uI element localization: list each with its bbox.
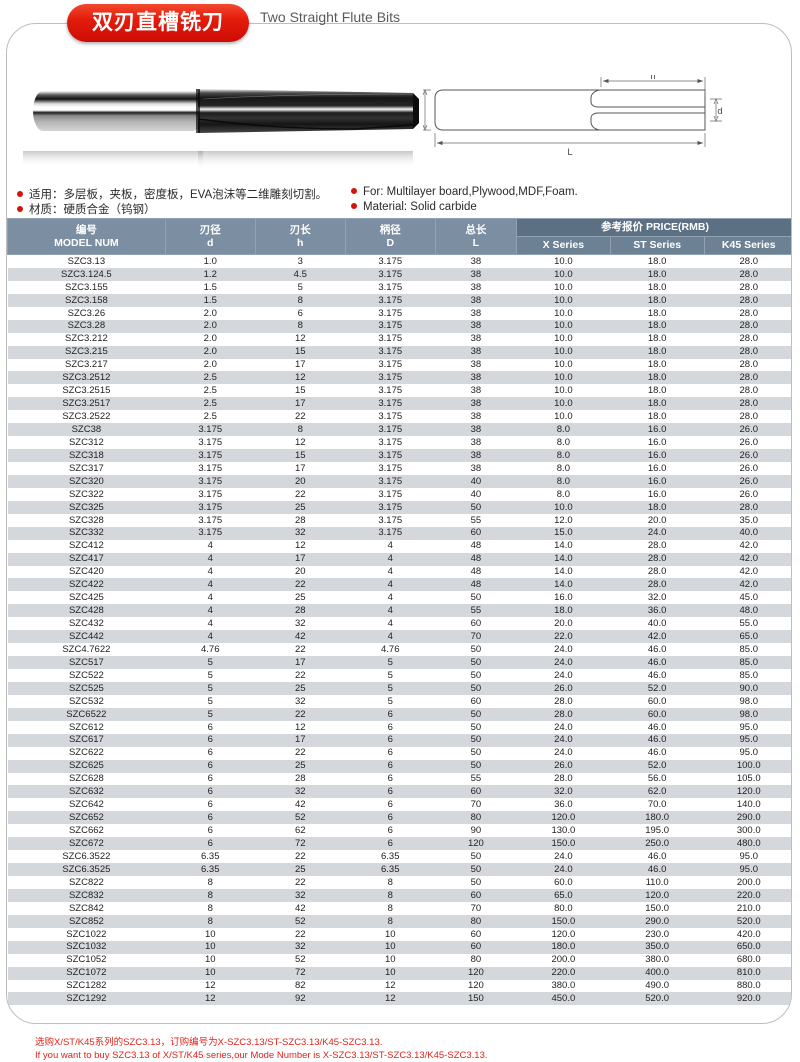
- svg-text:d: d: [717, 106, 722, 117]
- svg-text:L: L: [567, 147, 572, 158]
- svg-text:h: h: [650, 75, 655, 82]
